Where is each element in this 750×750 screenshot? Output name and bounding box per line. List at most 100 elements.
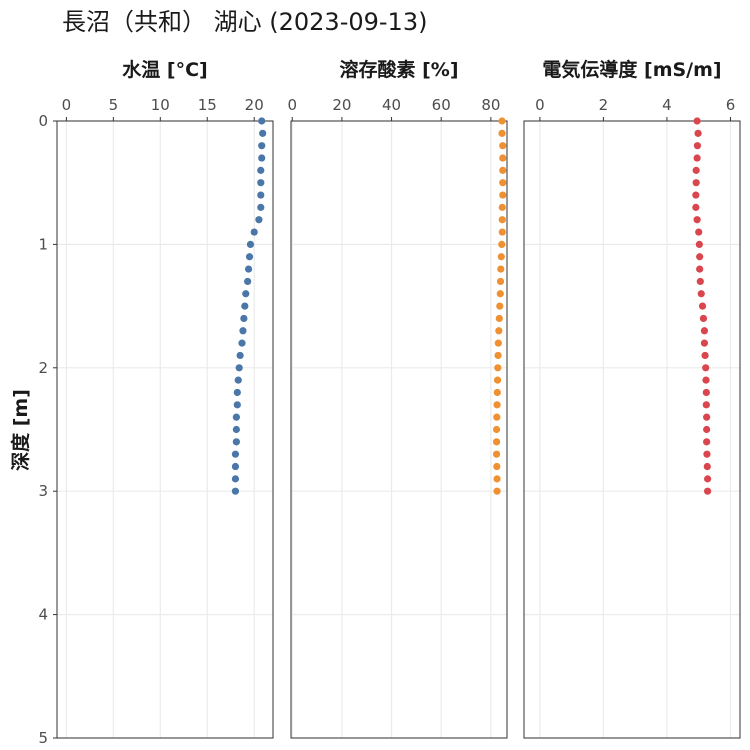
data-point <box>234 376 242 384</box>
x-tick-label: 6 <box>726 96 736 114</box>
data-point <box>495 314 503 323</box>
panel-frame <box>523 120 741 739</box>
data-point <box>499 166 507 174</box>
data-point <box>696 277 704 286</box>
data-point <box>703 450 711 458</box>
data-point <box>493 401 501 409</box>
data-point <box>250 228 258 236</box>
x-tick-label: 20 <box>332 96 351 114</box>
data-point <box>702 401 710 409</box>
data-point <box>693 216 701 224</box>
data-point <box>499 142 507 150</box>
panel-frame <box>56 120 274 739</box>
x-tick-label: 10 <box>151 96 170 114</box>
panel-1: 0 5 10 15 20 水温 [°C] <box>56 59 274 739</box>
x-tick-label: 80 <box>481 96 500 114</box>
y-tick-label: 1 <box>38 235 48 253</box>
data-point <box>240 314 248 323</box>
data-point <box>232 438 240 446</box>
data-point <box>703 462 711 471</box>
data-point <box>702 388 710 397</box>
data-point <box>259 129 267 137</box>
panels: 0 1 2 3 4 5 0 5 10 15 20 水温 [°C] 0 20 40 60 80 溶存酸素 [%] 0 2… <box>38 58 741 747</box>
data-point <box>231 475 240 483</box>
data-point <box>492 425 501 434</box>
x-tick-label: 15 <box>198 96 217 114</box>
chart-title: 長沼（共和） 湖心 (2023-09-13) <box>62 8 427 36</box>
panel-3: 0 2 4 6 電気伝導度 [mS/m] <box>523 58 741 739</box>
data-point <box>244 265 253 273</box>
data-point <box>499 179 507 187</box>
data-point <box>497 253 505 261</box>
data-point <box>696 265 704 273</box>
data-point <box>233 388 241 397</box>
data-point <box>692 166 700 174</box>
y-tick-label: 3 <box>38 482 48 500</box>
data-point <box>499 154 507 162</box>
data-point <box>242 290 250 298</box>
data-point <box>496 277 505 286</box>
panel-frame <box>290 120 508 739</box>
data-point <box>493 487 501 495</box>
data-point <box>695 228 703 236</box>
data-point <box>493 475 501 483</box>
data-point <box>694 129 702 137</box>
data-point <box>700 327 709 335</box>
data-point <box>702 364 710 372</box>
data-point <box>231 462 240 471</box>
data-point <box>498 228 506 236</box>
data-point <box>258 117 266 125</box>
data-point <box>496 290 504 298</box>
data-point <box>693 117 701 125</box>
data-point <box>700 339 709 347</box>
x-tick-label: 20 <box>245 96 264 114</box>
x-tick-label: 0 <box>62 96 72 114</box>
data-point <box>231 487 240 495</box>
x-tick-label: 2 <box>599 96 609 114</box>
data-point <box>258 154 266 162</box>
data-point <box>697 290 705 298</box>
data-point <box>693 154 701 162</box>
data-point <box>498 117 506 125</box>
data-point <box>232 413 240 421</box>
data-point <box>245 253 254 261</box>
panel-title: 電気伝導度 [mS/m] <box>542 58 721 81</box>
data-point <box>492 450 501 458</box>
data-point <box>257 166 265 174</box>
data-point <box>493 413 501 421</box>
data-point <box>494 351 502 360</box>
data-point <box>698 302 707 310</box>
data-point <box>703 425 711 434</box>
data-point <box>235 364 243 372</box>
x-tick-label: 0 <box>287 96 297 114</box>
data-point <box>696 253 704 261</box>
panel-title: 溶存酸素 [%] <box>339 58 458 81</box>
data-point <box>704 487 712 495</box>
data-point <box>496 302 504 310</box>
x-tick-label: 0 <box>535 96 545 114</box>
data-point <box>704 475 712 483</box>
data-point <box>257 203 265 211</box>
data-point <box>692 179 700 187</box>
data-point <box>493 376 502 384</box>
data-point <box>703 413 711 421</box>
data-point <box>492 438 501 446</box>
data-point <box>497 265 505 273</box>
y-axis-label: 深度 [m] <box>9 389 32 471</box>
data-point <box>241 302 249 310</box>
data-point <box>499 191 507 199</box>
x-tick-label: 60 <box>432 96 451 114</box>
data-point <box>701 351 709 360</box>
data-point <box>246 240 255 248</box>
data-point <box>494 339 502 347</box>
data-point <box>233 401 241 409</box>
panel-2: 0 20 40 60 80 溶存酸素 [%] <box>287 58 508 739</box>
data-point <box>498 216 506 224</box>
data-point <box>498 240 506 248</box>
data-point <box>695 240 703 248</box>
data-point <box>495 327 503 335</box>
data-point <box>258 142 266 150</box>
data-point <box>692 191 700 199</box>
panel-title: 水温 [°C] <box>122 59 207 81</box>
